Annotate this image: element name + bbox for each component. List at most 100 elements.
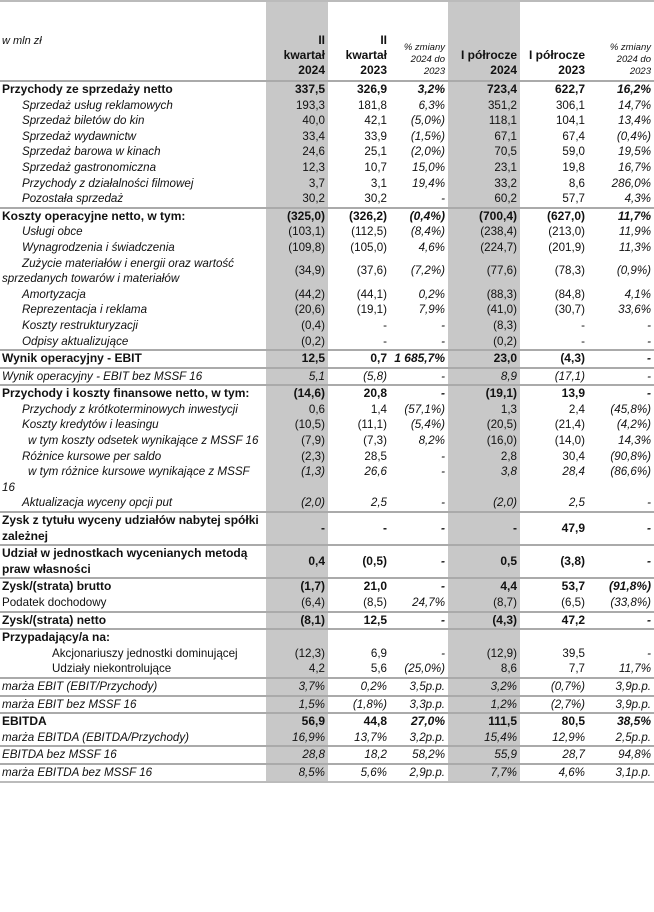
table-row: Odpisy aktualizujące (0,2) - - (0,2) - -	[0, 333, 654, 351]
row-value: 3,1p.p.	[615, 765, 651, 779]
row-label: w tym różnice kursowe wynikające z MSSF …	[2, 465, 250, 494]
row-value: 0,2%	[360, 679, 387, 693]
row-value: (1,5%)	[410, 129, 445, 143]
row-value: (2,0)	[266, 495, 328, 513]
row-value: 11,7%	[618, 662, 651, 676]
row-value: (33,8%)	[610, 596, 651, 609]
row-value: (4,3)	[448, 611, 520, 630]
row-label: Usługi obce	[22, 225, 83, 239]
row-value: (44,1)	[356, 287, 387, 301]
row-value: 94,8%	[618, 748, 651, 762]
table-row: Koszty operacyjne netto, w tym: (325,0) (3…	[0, 207, 654, 225]
row-value: 57,7	[562, 192, 585, 206]
row-value: 4,1%	[624, 287, 651, 301]
row-value: (627,0)	[546, 208, 585, 223]
row-value: (0,4)	[266, 317, 328, 334]
row-label: Przychody ze sprzedaży netto	[2, 82, 173, 96]
header-row: w mln zł II kwartał 2024 II kwartał 2023% zmi…	[0, 1, 654, 81]
row-value: (2,0%)	[410, 145, 445, 159]
table-row: Sprzedaż usług reklamowych 193,3 181,8 6,3%…	[0, 97, 654, 114]
row-value: (8,4%)	[410, 225, 445, 239]
row-value: 33,4	[266, 128, 328, 145]
row-value: (86,6%)	[610, 465, 651, 479]
row-value: (0,7%)	[550, 679, 585, 693]
row-value: 33,6%	[618, 303, 651, 317]
row-value: 19,4%	[412, 176, 445, 190]
row-value: 8,5%	[266, 763, 328, 782]
row-value: (77,6)	[448, 255, 520, 287]
row-value: (0,2)	[266, 333, 328, 351]
row-value: (2,0)	[448, 495, 520, 513]
row-label: Sprzedaż gastronomiczna	[22, 160, 157, 174]
row-value: (19,1)	[448, 385, 520, 402]
row-value: (44,2)	[266, 286, 328, 303]
table-row: EBITDA bez MSSF 16 28,8 18,2 58,2% 55,9 28,7 9…	[0, 746, 654, 764]
row-label: Różnice kursowe per saldo	[22, 449, 162, 463]
row-value: -	[441, 449, 445, 463]
row-value: 21,0	[363, 579, 387, 594]
row-value: 0,6	[266, 401, 328, 418]
row-value: 40,0	[266, 113, 328, 129]
row-label: Koszty restrukturyzacji	[22, 318, 138, 332]
row-value: 3,9p.p.	[615, 697, 651, 711]
row-value: (19,1)	[356, 303, 387, 317]
table-row: Pozostała sprzedaż 30,2 30,2 -60,2 57,7 4,3%	[0, 191, 654, 208]
row-value: 326,9	[356, 82, 387, 96]
row-value: (1,8%)	[352, 697, 387, 711]
column-header: I półrocze 2024	[448, 1, 520, 81]
row-label: Reprezentacja i reklama	[22, 303, 148, 317]
row-label: EBITDA	[2, 714, 47, 729]
row-value: 7,9%	[418, 303, 445, 317]
row-value: (30,7)	[554, 303, 585, 317]
table-row: Sprzedaż barowa w kinach 24,6 25,1 (2,0%) 70…	[0, 144, 654, 160]
row-value: 1 685,7%	[394, 351, 445, 366]
row-label: Aktualizacja wyceny opcji put	[22, 496, 173, 510]
row-value: (2,3)	[266, 448, 328, 465]
row-value	[588, 629, 654, 646]
row-label: Wynik operacyjny - EBIT	[2, 351, 142, 366]
row-value: -	[647, 612, 651, 627]
table-row: Przypadający/a na:	[0, 629, 654, 646]
column-header-line: % zmiany	[403, 42, 445, 53]
column-header-line: II	[318, 33, 325, 47]
table-row: Koszty kredytów i leasingu (10,5) (11,1) (5…	[0, 417, 654, 434]
row-value: 28,7	[562, 748, 585, 762]
row-value: -	[383, 318, 387, 332]
unit-label: w mln zł	[2, 34, 42, 47]
column-header: II kwartał 2023	[328, 1, 390, 81]
table-row: Przychody z krótkoterminowych inwestycji…	[0, 401, 654, 418]
row-value: 14,7%	[618, 98, 651, 112]
row-value: 3,3p.p.	[409, 697, 445, 711]
row-value: 55,9	[448, 746, 520, 764]
column-header: % zmiany 2024 do 2023	[588, 1, 654, 81]
row-value	[328, 629, 390, 646]
row-label: Koszty kredytów i leasingu	[22, 418, 159, 432]
row-value: 67,4	[562, 129, 585, 143]
column-header-line: 2024 do	[410, 54, 445, 65]
row-value: (8,1)	[266, 611, 328, 630]
row-value: (14,6)	[266, 385, 328, 402]
row-label: marża EBITDA (EBITDA/Przychody)	[2, 730, 190, 744]
row-value: 38,5%	[616, 714, 651, 729]
row-value: (78,3)	[554, 264, 585, 278]
row-value	[390, 629, 448, 646]
row-value: -	[647, 646, 651, 660]
row-value: 19,5%	[618, 145, 651, 159]
table-row: Akcjonariuszy jednostki dominującej (12,3…	[0, 645, 654, 662]
row-value: 193,3	[266, 97, 328, 114]
row-value: 5,6	[370, 662, 387, 676]
row-value: 12,3	[266, 159, 328, 176]
row-value: (103,1)	[266, 224, 328, 240]
table-row: Zysk/(strata) brutto (1,7) 21,0 -4,4 53,7 (91…	[0, 578, 654, 595]
row-value: (1,3)	[266, 464, 328, 496]
row-value: (84,8)	[554, 287, 585, 301]
table-row: Udział w jednostkach wycenianych metodą …	[0, 545, 654, 579]
table-row: Zysk/(strata) netto (8,1) 12,5- (4,3) 47,2-	[0, 611, 654, 630]
row-value: 0,5	[448, 545, 520, 579]
row-value: 5,6%	[360, 765, 387, 779]
row-value: -	[441, 192, 445, 206]
column-header: % zmiany 2024 do 2023	[390, 1, 448, 81]
row-value: 4,6%	[558, 765, 585, 779]
table-row: Wynagrodzenia i świadczenia (109,8) (105,0…	[0, 239, 654, 256]
row-value: -	[647, 334, 651, 348]
